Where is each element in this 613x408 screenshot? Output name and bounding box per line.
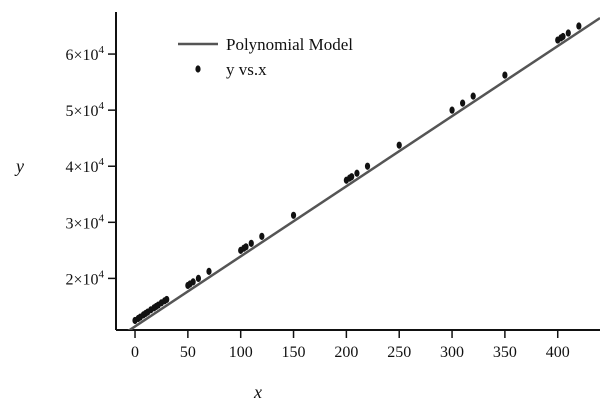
y-tick-label: 4×104 bbox=[65, 156, 104, 176]
x-tick-label: 0 bbox=[131, 344, 139, 361]
y-tick-mantissa: 5 bbox=[65, 103, 73, 120]
x-tick-label: 350 bbox=[493, 344, 517, 361]
x-tick-label: 400 bbox=[546, 344, 570, 361]
data-point bbox=[470, 92, 476, 100]
y-tick-times: ×10 bbox=[73, 159, 98, 176]
y-tick-times: ×10 bbox=[73, 215, 98, 232]
data-point bbox=[502, 71, 508, 79]
y-tick-mantissa: 3 bbox=[65, 215, 73, 232]
data-point bbox=[259, 232, 265, 240]
x-tick-label: 100 bbox=[229, 344, 253, 361]
y-axis-title: y bbox=[14, 156, 24, 176]
x-tick-label: 250 bbox=[387, 344, 411, 361]
legend-label: y vs.x bbox=[226, 60, 267, 79]
y-tick-exponent: 4 bbox=[99, 156, 105, 168]
x-tick-label: 150 bbox=[282, 344, 306, 361]
legend-marker-swatch bbox=[195, 65, 201, 73]
y-tick-times: ×10 bbox=[73, 47, 98, 64]
x-tick-label: 200 bbox=[334, 344, 358, 361]
data-point bbox=[460, 99, 466, 107]
y-tick-label: 5×104 bbox=[65, 100, 104, 120]
data-point bbox=[206, 267, 212, 275]
legend-label: Polynomial Model bbox=[226, 35, 353, 54]
x-tick-label: 50 bbox=[180, 344, 196, 361]
x-axis-title: x bbox=[253, 382, 262, 402]
y-tick-exponent: 4 bbox=[99, 100, 105, 112]
axes-group: 0 50 100 150 200 250 300 350 400 2×1043×1044×104… bbox=[65, 12, 600, 361]
plot-area bbox=[127, 16, 600, 330]
data-point bbox=[576, 22, 582, 30]
y-tick-mantissa: 4 bbox=[65, 159, 73, 176]
data-point bbox=[364, 162, 371, 170]
y-tick-times: ×10 bbox=[73, 103, 98, 120]
data-point bbox=[449, 106, 455, 114]
data-point bbox=[290, 211, 297, 219]
x-axis-ticks: 0 50 100 150 200 250 300 350 400 bbox=[131, 330, 570, 361]
y-tick-times: ×10 bbox=[73, 271, 98, 288]
data-point bbox=[354, 169, 360, 177]
legend: Polynomial Model y vs.x bbox=[178, 35, 353, 79]
data-point bbox=[164, 295, 170, 304]
data-point bbox=[243, 243, 249, 251]
y-tick-mantissa: 2 bbox=[65, 271, 73, 288]
y-tick-label: 6×104 bbox=[65, 44, 104, 64]
polynomial-model-line bbox=[127, 16, 600, 330]
data-point bbox=[349, 173, 355, 181]
y-tick-label: 2×104 bbox=[65, 268, 104, 288]
data-point bbox=[195, 274, 202, 283]
y-tick-exponent: 4 bbox=[99, 44, 105, 56]
data-point bbox=[560, 32, 566, 41]
data-point bbox=[565, 29, 571, 37]
y-tick-mantissa: 6 bbox=[65, 47, 73, 64]
y-tick-exponent: 4 bbox=[99, 268, 105, 280]
y-tick-label: 3×104 bbox=[65, 212, 104, 232]
data-point bbox=[396, 141, 402, 149]
data-point bbox=[190, 278, 196, 286]
x-tick-label: 300 bbox=[440, 344, 464, 361]
y-tick-exponent: 4 bbox=[99, 212, 105, 224]
data-point bbox=[248, 239, 254, 247]
